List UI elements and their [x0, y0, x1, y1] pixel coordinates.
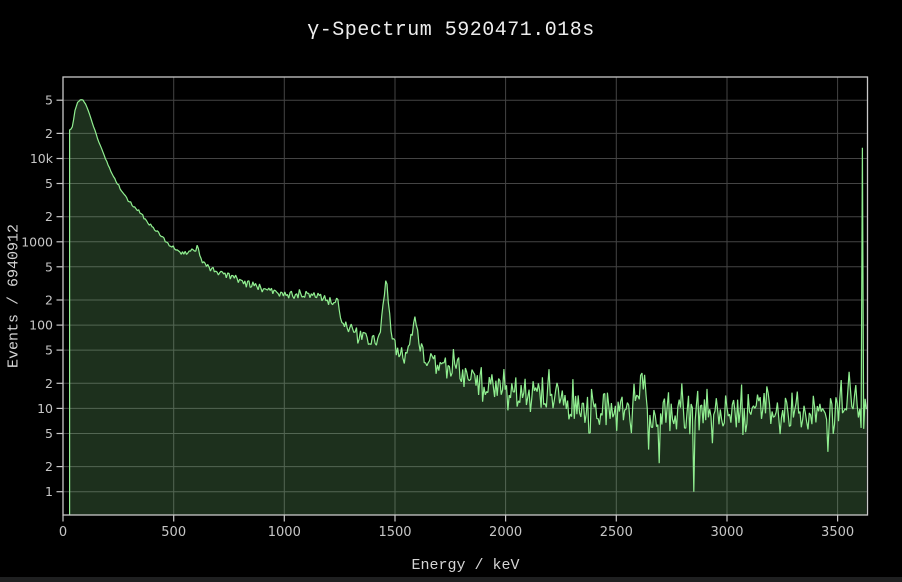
x-tick-label: 3000 — [710, 525, 743, 540]
x-tick-label: 0 — [59, 525, 67, 540]
plot-border — [62, 76, 869, 516]
x-tick-label: 3500 — [821, 525, 854, 540]
x-axis-title: Energy / keV — [411, 557, 520, 574]
plot-area[interactable] — [63, 77, 868, 515]
y-tick-label: 2 — [45, 209, 53, 224]
y-tick-label: 10k — [30, 151, 54, 166]
y-axis-title: Events / 6940912 — [5, 223, 23, 369]
x-tick-label: 2500 — [600, 525, 633, 540]
y-tick-label: 2 — [45, 459, 53, 474]
y-tick-label: 10 — [37, 401, 53, 416]
x-tick-label: 500 — [161, 525, 186, 540]
window-bottom-edge — [0, 577, 902, 582]
x-tick-label: 2000 — [489, 525, 522, 540]
y-tick-label: 2 — [45, 126, 53, 141]
y-tick-label: 1000 — [21, 234, 53, 249]
chart-title: γ-Spectrum 5920471.018s — [307, 19, 595, 42]
gridlines — [63, 77, 868, 515]
x-tick-label: 1500 — [378, 525, 411, 540]
y-tick-label: 5 — [45, 259, 53, 274]
x-tick-labels: 0 500 1000 1500 2000 2500 3000 3500 — [59, 525, 854, 540]
y-tick-label: 100 — [29, 318, 53, 333]
y-tick-label: 5 — [45, 426, 53, 441]
y-tick-label: 1 — [45, 484, 53, 499]
y-tick-label: 2 — [45, 376, 53, 391]
y-tick-label: 5 — [45, 343, 53, 358]
x-tick-label: 1000 — [268, 525, 301, 540]
y-tick-label: 5 — [45, 176, 53, 191]
y-tick-label: 5 — [45, 93, 53, 108]
y-tick-label: 2 — [45, 293, 53, 308]
y-tick-labels: 1 2 5 10 2 5 100 2 5 1000 2 5 10k 2 5 — [21, 93, 54, 500]
spectrum-line — [69, 99, 867, 515]
tick-marks — [56, 99, 839, 522]
